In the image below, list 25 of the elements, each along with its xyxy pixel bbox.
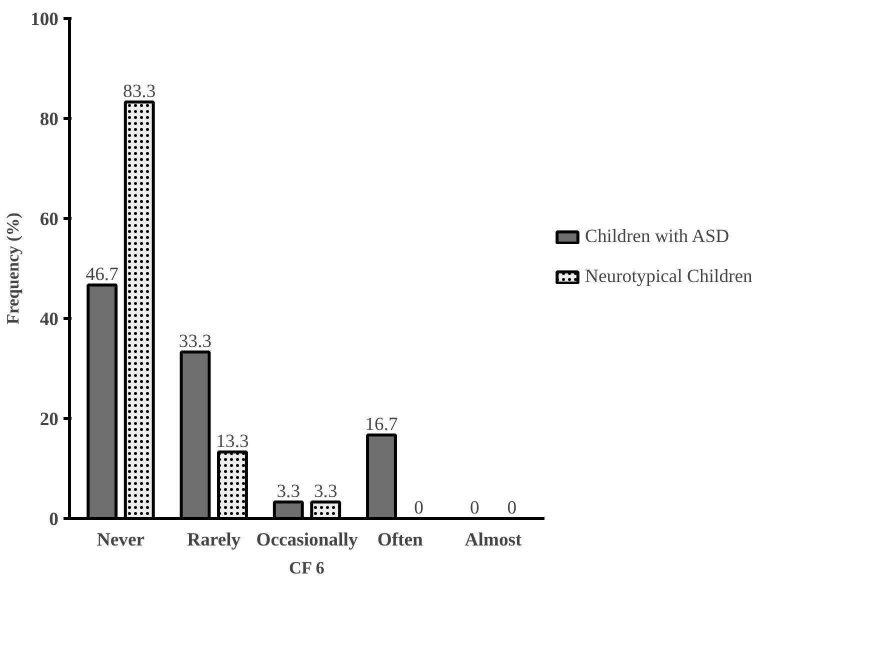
data-label: 83.3 bbox=[123, 81, 156, 102]
x-tick-label: Often bbox=[377, 530, 424, 550]
x-tick-label: Almost bbox=[464, 530, 523, 550]
data-label: 3.3 bbox=[276, 481, 300, 502]
data-label: 13.3 bbox=[216, 431, 249, 452]
y-tick-label: 100 bbox=[30, 9, 58, 30]
x-tick-label: Never bbox=[96, 530, 145, 550]
x-tick-label: Occasionally bbox=[256, 530, 358, 550]
y-tick-label: 40 bbox=[40, 309, 58, 330]
data-label: 33.3 bbox=[178, 331, 212, 352]
data-label: 0 bbox=[470, 498, 480, 518]
y-tick-label: 80 bbox=[40, 109, 58, 130]
y-tick-label: 20 bbox=[40, 409, 58, 430]
x-axis-title: CF 6 bbox=[288, 558, 325, 578]
y-tick-label: 60 bbox=[40, 209, 58, 230]
data-label: 16.7 bbox=[365, 414, 398, 435]
data-label: 0 bbox=[507, 498, 517, 518]
data-label: 3.3 bbox=[314, 481, 338, 502]
y-axis-title: Frequency (%) bbox=[4, 212, 23, 324]
data-label: 0 bbox=[414, 498, 424, 518]
x-tick-label: Rarely bbox=[187, 530, 242, 550]
legend-label: Children with ASD bbox=[585, 226, 730, 248]
data-label: 46.7 bbox=[86, 264, 118, 285]
y-tick-label: 0 bbox=[49, 509, 58, 530]
legend-label: Neurotypical Children bbox=[585, 266, 754, 288]
